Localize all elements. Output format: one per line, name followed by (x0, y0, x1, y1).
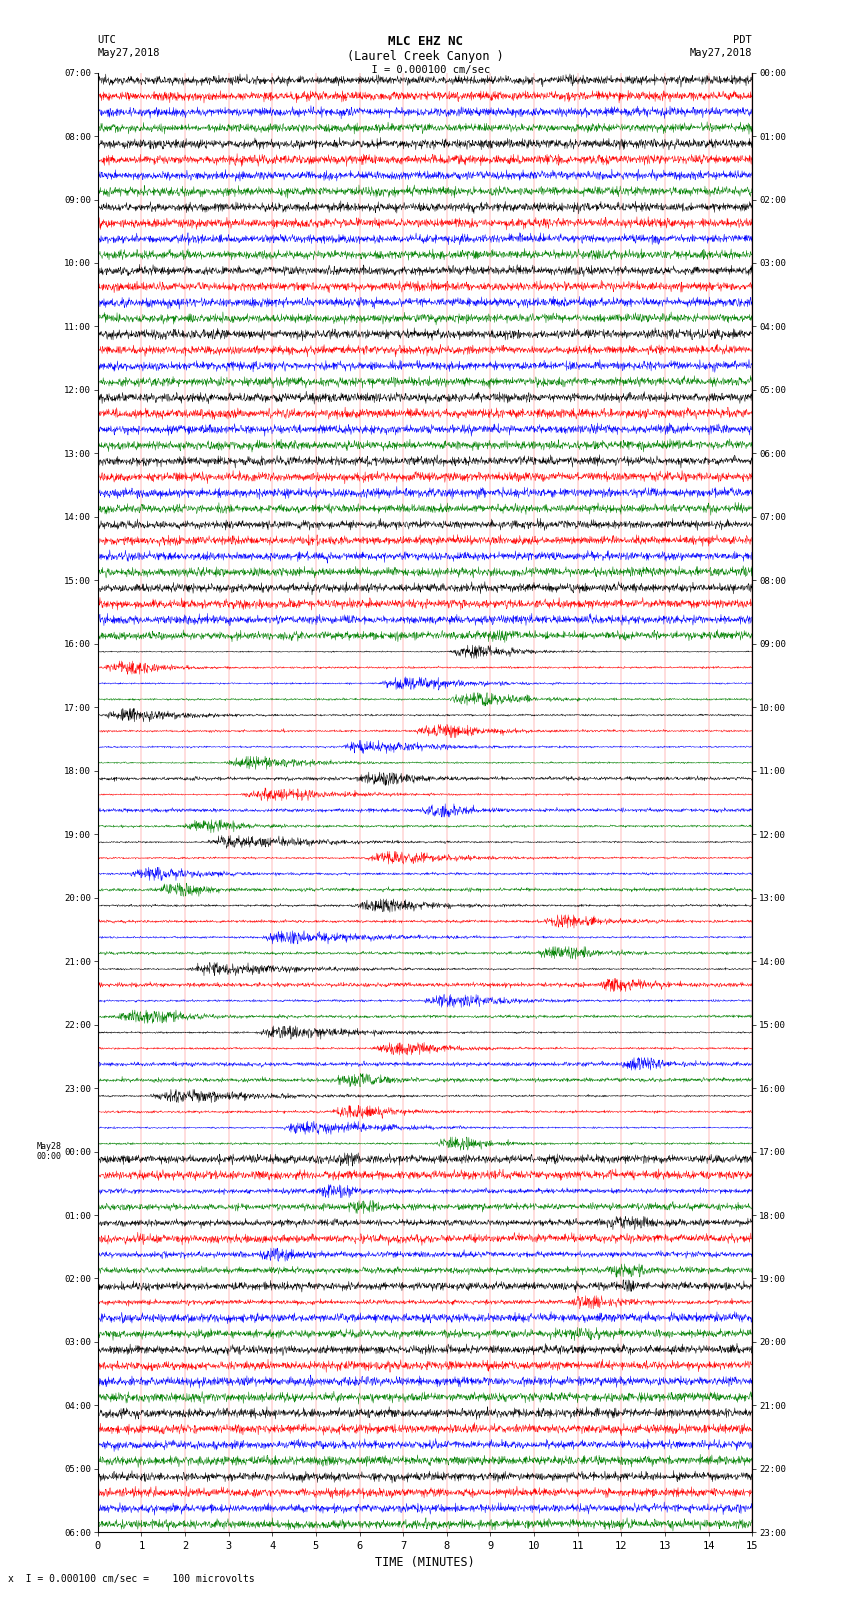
Text: x  I = 0.000100 cm/sec =    100 microvolts: x I = 0.000100 cm/sec = 100 microvolts (8, 1574, 255, 1584)
Text: May28
00:00: May28 00:00 (37, 1142, 62, 1161)
X-axis label: TIME (MINUTES): TIME (MINUTES) (375, 1555, 475, 1568)
Text: May27,2018: May27,2018 (98, 48, 161, 58)
Text: PDT: PDT (734, 35, 752, 45)
Text: MLC EHZ NC: MLC EHZ NC (388, 35, 462, 48)
Text: May27,2018: May27,2018 (689, 48, 752, 58)
Text: UTC: UTC (98, 35, 116, 45)
Text: (Laurel Creek Canyon ): (Laurel Creek Canyon ) (347, 50, 503, 63)
Text: I = 0.000100 cm/sec: I = 0.000100 cm/sec (360, 65, 490, 74)
